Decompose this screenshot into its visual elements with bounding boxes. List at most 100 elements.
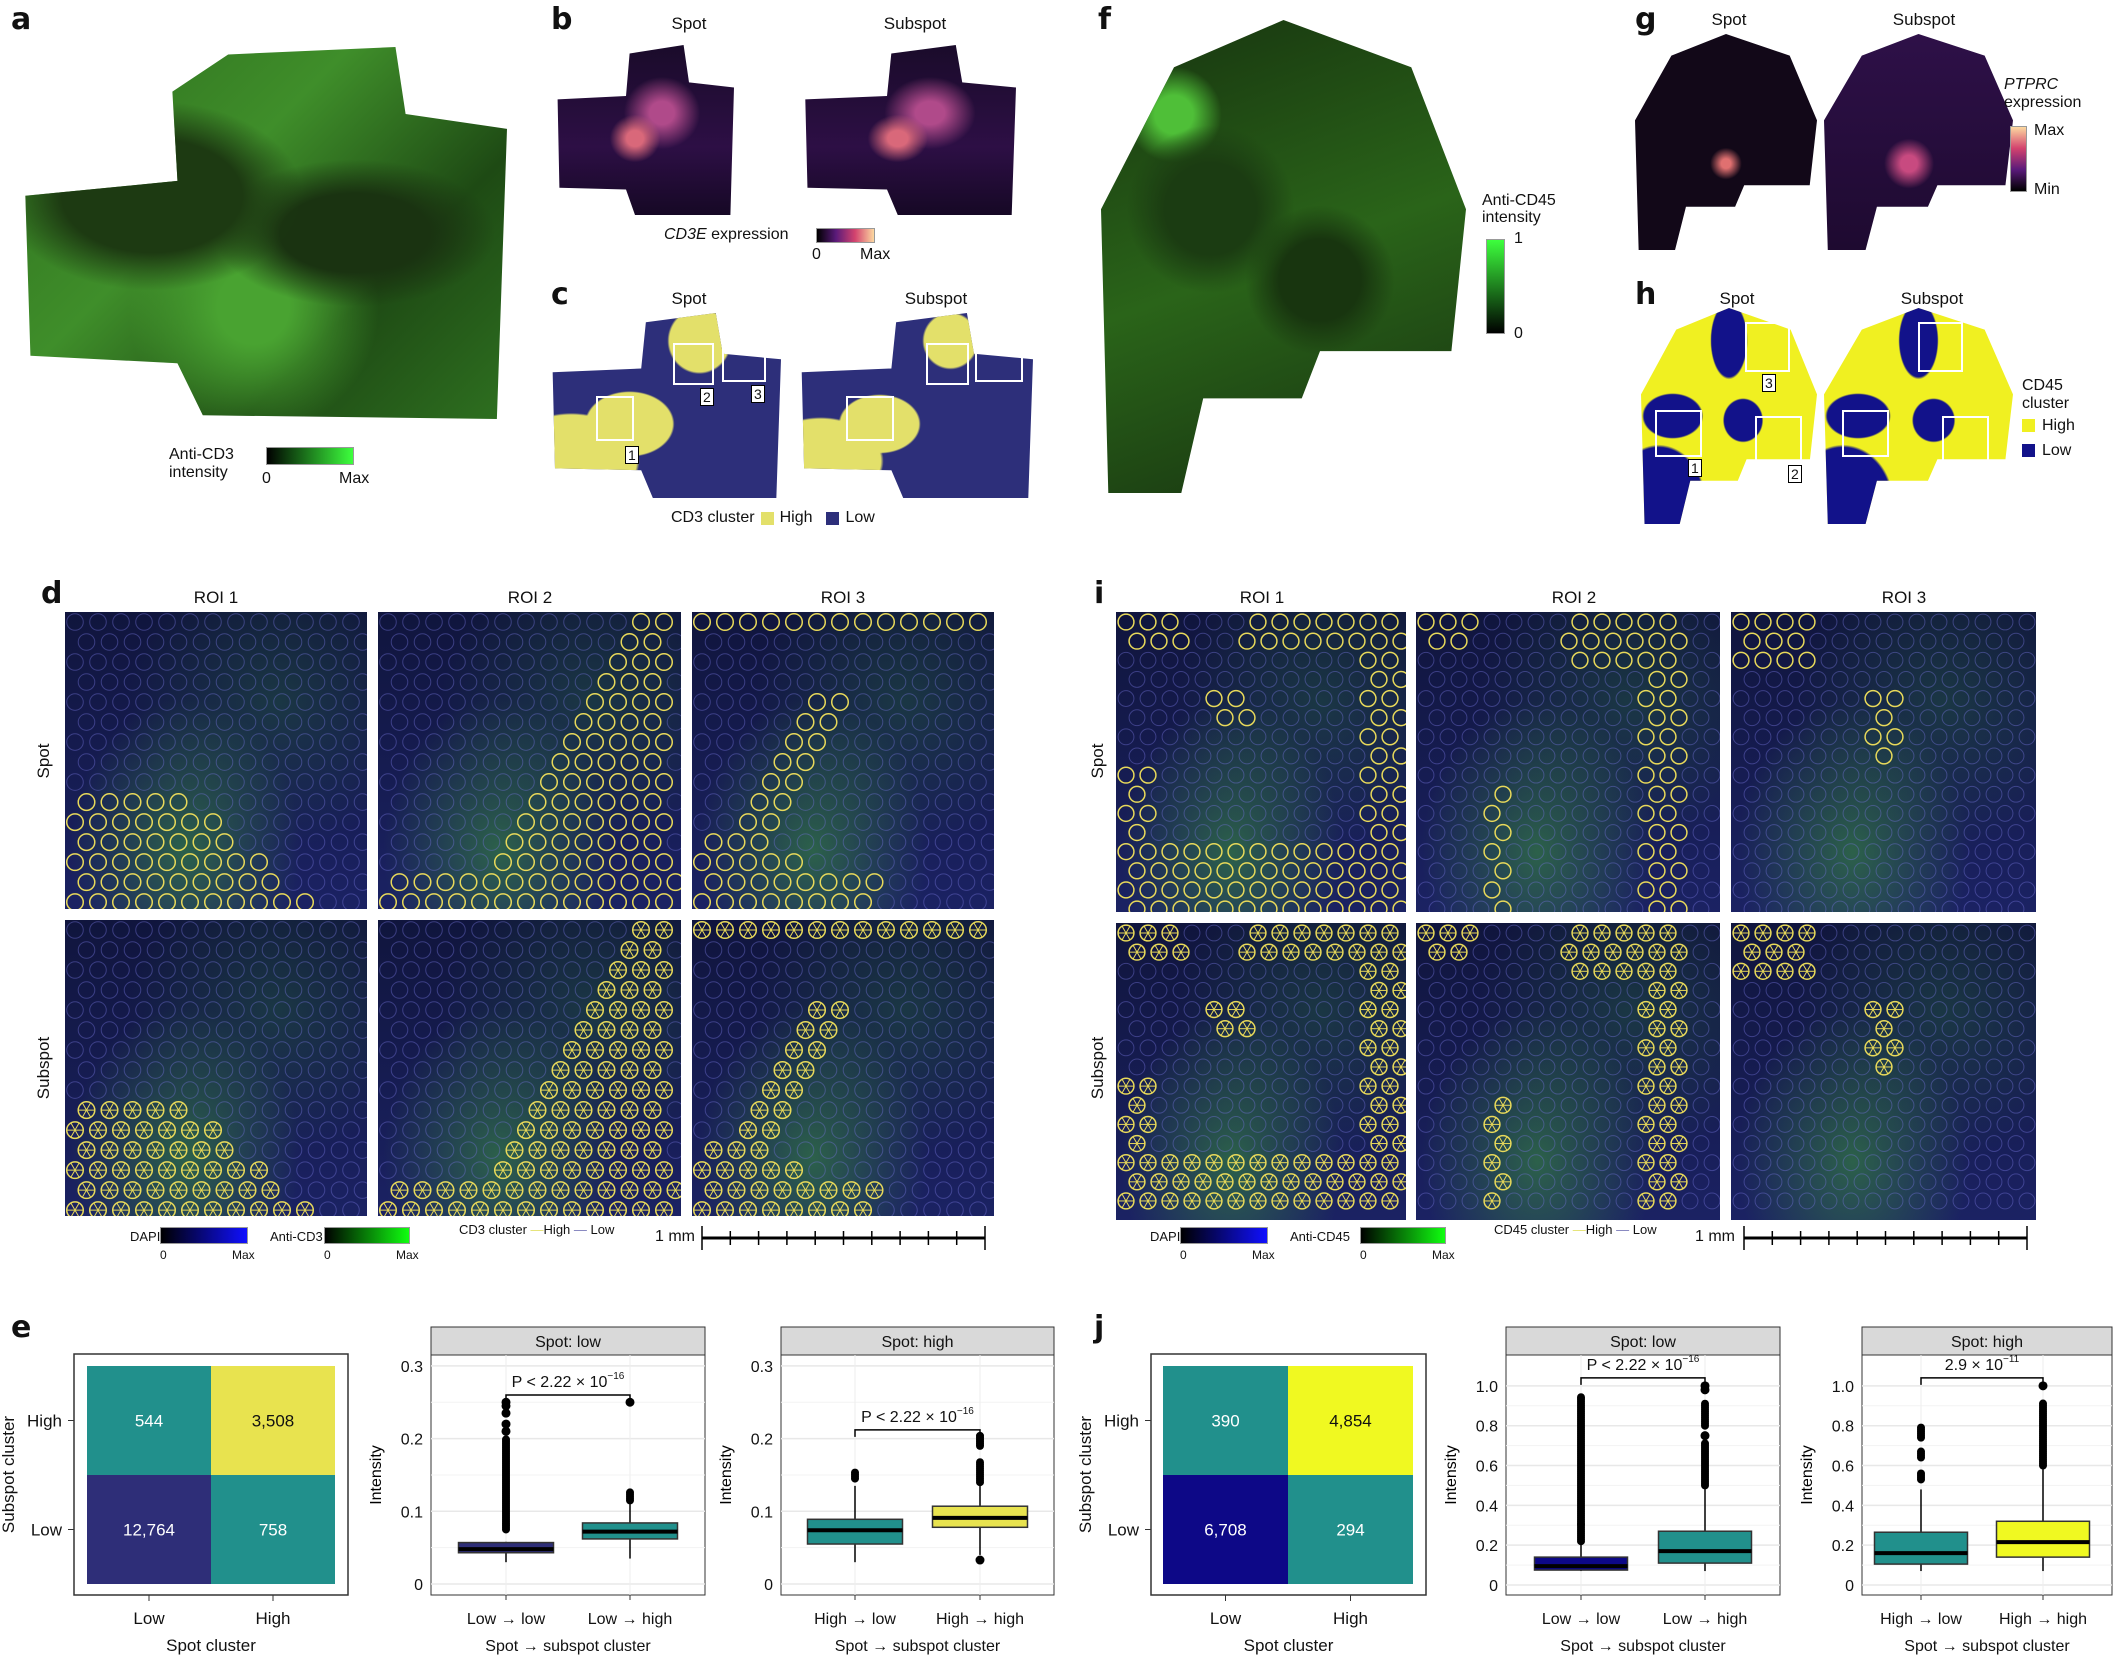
high-spot-circle	[1461, 924, 1479, 942]
subspot-divider	[94, 1202, 103, 1216]
high-spot-circle	[1648, 823, 1666, 842]
low-spot-circle	[1337, 690, 1355, 707]
low-spot-circle	[842, 673, 861, 691]
low-spot-circle	[1776, 1154, 1794, 1172]
low-spot-circle	[1842, 728, 1860, 746]
low-spot-circle	[1842, 690, 1860, 707]
low-spot-circle	[1161, 766, 1179, 784]
low-spot-circle	[1886, 1077, 1904, 1095]
subspot-divider	[1132, 1174, 1142, 1189]
heatmap-cell-value: 758	[259, 1521, 287, 1540]
low-spot-circle	[1615, 690, 1633, 707]
y-tick-label: 0.6	[1832, 1459, 1854, 1476]
low-spot-circle	[980, 1141, 994, 1159]
subspot-divider	[1352, 945, 1362, 960]
low-spot-circle	[969, 813, 987, 831]
low-spot-circle	[1853, 671, 1871, 688]
low-spot-circle	[842, 713, 861, 731]
high-spot-circle	[1798, 924, 1816, 942]
high-spot-circle	[562, 733, 582, 752]
high-spot-circle	[631, 813, 651, 832]
low-spot-circle	[250, 813, 268, 831]
subspot-divider	[1143, 1079, 1153, 1094]
high-spot-circle	[539, 1081, 559, 1100]
low-spot-circle	[946, 853, 964, 871]
high-spot-circle	[516, 1121, 536, 1140]
subspot-divider	[173, 1182, 184, 1198]
low-spot-circle	[1974, 924, 1992, 942]
low-spot-circle	[238, 633, 257, 651]
low-spot-circle	[877, 693, 895, 711]
low-spot-circle	[1461, 1039, 1479, 1057]
low-spot-circle	[1941, 1058, 1959, 1076]
x-axis-title: Spot → subspot cluster	[1904, 1638, 2070, 1655]
high-spot-circle	[1483, 1192, 1501, 1210]
low-spot-circle	[1461, 690, 1479, 707]
low-spot-circle	[227, 613, 245, 631]
low-spot-circle	[284, 1101, 303, 1119]
subspot-divider	[1385, 1155, 1395, 1170]
low-spot-circle	[1842, 1039, 1860, 1057]
low-spot-circle	[1875, 671, 1893, 688]
low-spot-circle	[1776, 690, 1794, 707]
low-spot-circle	[1941, 1135, 1959, 1152]
low-spot-circle	[1505, 1039, 1523, 1057]
low-spot-circle	[1117, 1039, 1135, 1057]
low-spot-circle	[1571, 1192, 1589, 1210]
low-spot-circle	[923, 1081, 941, 1099]
low-spot-circle	[1205, 651, 1223, 669]
subspot-divider	[637, 1202, 646, 1216]
low-spot-circle	[273, 613, 291, 631]
low-spot-circle	[284, 1181, 303, 1199]
subspot-divider	[659, 1162, 669, 1178]
high-spot-circle	[1637, 1077, 1655, 1095]
low-spot-circle	[1461, 728, 1479, 746]
low-spot-circle	[448, 961, 466, 979]
high-spot-circle	[784, 920, 804, 940]
subspot-divider	[624, 1022, 635, 1038]
high-spot-circle	[692, 1201, 712, 1216]
low-spot-circle	[89, 733, 107, 751]
high-spot-circle	[1348, 1173, 1366, 1191]
low-spot-circle	[1952, 613, 1970, 631]
subspot-divider	[766, 1162, 776, 1178]
low-spot-circle	[911, 673, 930, 691]
low-spot-circle	[865, 1101, 884, 1119]
low-spot-circle	[969, 853, 987, 871]
cd45-cluster-legend-title: CD45 cluster	[2022, 377, 2069, 413]
spot-roi-2-image	[378, 612, 681, 909]
high-spot-circle	[1886, 1039, 1904, 1057]
low-spot-circle	[402, 1041, 420, 1059]
low-spot-circle	[1919, 1173, 1937, 1191]
low-spot-circle	[1754, 881, 1772, 899]
high-spot-circle	[1637, 766, 1655, 784]
low-spot-circle	[609, 921, 627, 939]
low-spot-circle	[1963, 671, 1981, 688]
low-spot-circle	[1461, 1115, 1479, 1133]
subspot-divider	[767, 1202, 776, 1216]
subspot-divider	[1663, 1002, 1673, 1017]
low-spot-circle	[158, 653, 176, 671]
low-spot-circle	[716, 1121, 734, 1139]
subspot-divider	[1802, 925, 1812, 941]
subspot-divider	[1132, 1136, 1142, 1151]
high-spot-circle	[574, 793, 593, 812]
subspot-divider	[232, 1202, 241, 1216]
low-spot-circle	[831, 733, 849, 751]
low-spot-circle	[2018, 924, 2036, 942]
subspot-divider	[1154, 1174, 1164, 1189]
subspot-divider	[835, 1002, 845, 1018]
low-spot-circle	[1897, 824, 1915, 841]
low-spot-circle	[957, 1181, 976, 1199]
low-spot-circle	[1326, 1058, 1344, 1076]
low-spot-circle	[2007, 1096, 2025, 1114]
low-spot-circle	[517, 733, 535, 751]
subspot-divider	[1363, 1040, 1373, 1055]
high-spot-circle	[704, 833, 723, 852]
low-spot-circle	[1249, 766, 1267, 784]
high-spot-circle	[1359, 881, 1377, 899]
subspot-divider	[555, 1062, 566, 1078]
low-spot-circle	[1853, 862, 1871, 880]
low-spot-circle	[181, 653, 199, 671]
subspot-divider	[1487, 1193, 1497, 1209]
